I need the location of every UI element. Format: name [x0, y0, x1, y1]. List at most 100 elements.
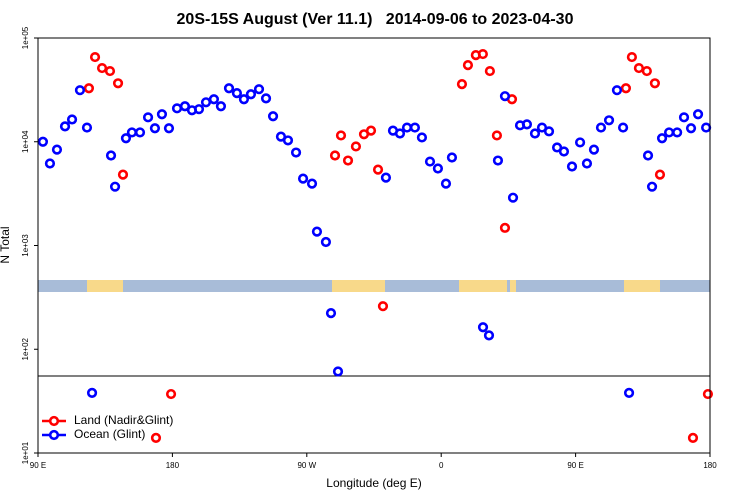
point	[492, 155, 504, 166]
point	[306, 178, 318, 189]
legend-label: Land (Nadir&Glint)	[74, 413, 173, 427]
point	[208, 94, 220, 105]
point	[59, 121, 71, 132]
x-tick-label: 180	[703, 461, 717, 470]
x-tick-label: 90 E	[567, 461, 583, 470]
point	[335, 130, 347, 141]
point	[105, 150, 117, 161]
point	[491, 130, 503, 141]
point	[134, 127, 146, 138]
point	[325, 308, 337, 319]
point	[329, 150, 341, 161]
point	[297, 173, 309, 184]
point	[44, 158, 56, 169]
land-patch	[624, 280, 660, 292]
point	[365, 125, 377, 136]
point	[521, 119, 533, 130]
point	[380, 172, 392, 183]
point	[245, 89, 257, 100]
point	[416, 132, 428, 143]
point	[51, 144, 63, 155]
plot-frame	[37, 37, 711, 454]
land-patch	[87, 280, 123, 292]
point	[702, 388, 714, 400]
point	[332, 366, 344, 377]
point	[200, 97, 212, 108]
point	[678, 112, 690, 123]
point	[641, 65, 652, 77]
point	[142, 112, 154, 123]
point	[350, 141, 362, 152]
point	[687, 432, 699, 443]
point	[193, 104, 205, 115]
point	[566, 161, 578, 172]
point	[81, 122, 93, 133]
point	[672, 127, 683, 138]
point	[231, 88, 243, 99]
point	[603, 115, 615, 126]
point	[74, 85, 86, 96]
point	[595, 122, 607, 133]
point	[179, 101, 191, 112]
point	[685, 123, 697, 134]
point	[574, 137, 586, 148]
x-tick-label: 0	[439, 461, 444, 470]
y-axis-label: N Total	[0, 226, 12, 263]
point	[462, 60, 474, 71]
point	[112, 78, 124, 89]
point	[611, 85, 623, 96]
point	[104, 65, 116, 77]
point	[260, 93, 272, 104]
point	[499, 91, 511, 102]
point	[377, 301, 389, 312]
point	[165, 388, 177, 400]
y-tick-label: 1e+02	[21, 337, 30, 360]
point	[83, 83, 95, 94]
series	[83, 48, 714, 443]
point	[37, 136, 49, 147]
point	[588, 144, 600, 155]
point	[120, 133, 132, 144]
point	[483, 330, 495, 341]
legend-marker	[48, 415, 60, 427]
point	[477, 48, 488, 60]
point	[267, 111, 279, 122]
land-patch	[510, 280, 516, 292]
legend-label: Ocean (Glint)	[74, 427, 145, 441]
land-patch	[459, 280, 507, 292]
x-tick-label: 180	[166, 461, 180, 470]
land-patch	[332, 280, 385, 292]
point	[529, 128, 541, 139]
y-tick-label: 1e+05	[21, 26, 30, 49]
point	[642, 150, 654, 161]
y-tick-label: 1e+03	[21, 234, 30, 257]
land-ocean-strip	[38, 280, 710, 292]
point	[581, 158, 593, 169]
point	[440, 178, 452, 189]
point	[223, 83, 235, 94]
legend-marker	[48, 429, 60, 441]
point	[558, 146, 570, 157]
point	[499, 222, 511, 233]
point	[649, 78, 660, 89]
point	[477, 322, 489, 333]
point	[654, 169, 666, 180]
x-tick-label: 90 W	[297, 461, 316, 470]
point	[215, 101, 227, 112]
point	[163, 123, 175, 134]
point	[424, 156, 436, 167]
point	[394, 128, 406, 139]
point	[507, 192, 519, 203]
point	[66, 114, 78, 125]
point	[543, 126, 555, 137]
point	[238, 94, 250, 105]
point	[109, 181, 121, 192]
point	[320, 236, 332, 248]
x-axis-label: Longitude (deg E)	[326, 476, 421, 490]
point	[623, 387, 635, 398]
point	[290, 147, 302, 158]
series	[37, 83, 712, 398]
point	[89, 51, 101, 63]
point	[626, 51, 637, 63]
